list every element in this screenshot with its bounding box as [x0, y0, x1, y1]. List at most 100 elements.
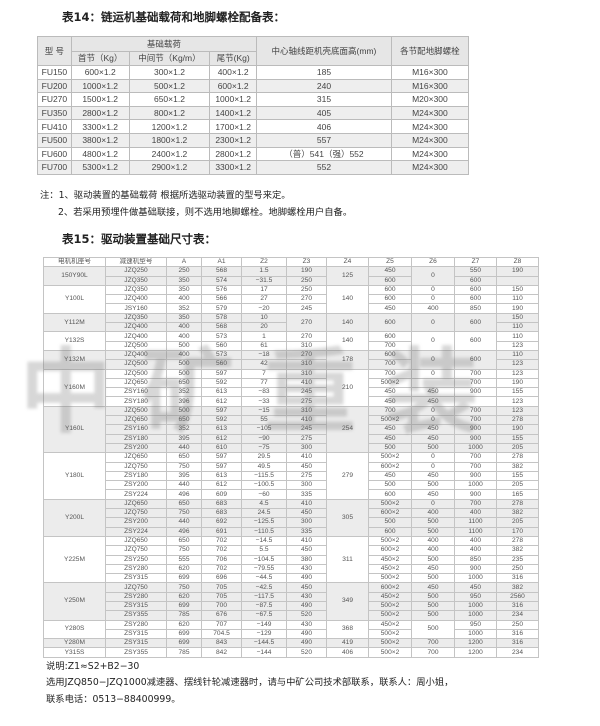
table-cell: 270: [286, 294, 327, 305]
table-cell: Y160L: [43, 405, 106, 454]
table-cell: 555: [166, 554, 202, 565]
table-cell: ZSY200: [105, 517, 167, 528]
table-cell: 155: [496, 433, 539, 444]
table-cell: 2300×1.2: [209, 132, 258, 148]
table-cell: ZSY224: [105, 489, 167, 500]
table-cell: 0: [411, 266, 455, 286]
table-row: FU410 3300×1.2 1200×1.2 1700×1.2 406 M24×300: [37, 119, 470, 134]
table-cell: 1200: [454, 638, 497, 649]
table-cell: 699: [166, 638, 202, 649]
table-cell: Y132S: [43, 331, 106, 351]
table-cell: 3300×1.2: [70, 119, 130, 134]
table-cell: ZSY280: [105, 619, 167, 630]
table-cell: 410: [286, 415, 327, 426]
table-cell: 430: [286, 563, 327, 575]
table-cell: 270: [286, 312, 327, 333]
table-cell: 699: [166, 628, 202, 640]
table-cell: 500: [166, 405, 202, 417]
table15: 电机机座号 减速机型号 A A1 Z2 Z3 Z4 Z5 Z6 Z7 Z8 150Y90L JZQ250…: [43, 256, 539, 658]
table-cell: 335: [286, 526, 327, 537]
table-cell: −20: [241, 303, 287, 314]
table-row: ZSY180 395 612 −90 275 450 450 900 155: [44, 433, 539, 444]
table-cell: 17: [241, 284, 287, 296]
table-cell: 785: [166, 610, 202, 621]
header-row: 电机机座号 减速机型号 A A1 Z2 Z3 Z4 Z5 Z6 Z7 Z8: [43, 256, 539, 268]
column-header: Z6: [411, 256, 455, 268]
table-row: ZSY160 352 613 −83 245 450 450 900 155: [44, 387, 539, 398]
table-cell: Y132M: [43, 349, 106, 370]
table-cell: 560: [201, 340, 242, 351]
header-model: 型 号: [37, 36, 72, 66]
table-cell: 3300×1.2: [209, 160, 258, 175]
table-cell: 400: [454, 507, 497, 519]
table-cell: 900: [454, 387, 497, 398]
table-cell: 1200×1.2: [128, 119, 211, 134]
table-cell: 692: [201, 517, 242, 528]
table-row: ZSY180 396 612 −33 275 450 450 123: [44, 396, 539, 407]
table-cell: 691: [201, 526, 242, 537]
table-cell: 300: [286, 442, 327, 454]
table-cell: 579: [201, 303, 242, 314]
table-cell: 400: [166, 294, 202, 305]
table-cell: 3800×1.2: [70, 132, 130, 148]
table-cell: 600: [368, 526, 412, 537]
table-cell: 352: [166, 424, 202, 435]
table-cell: 240: [256, 78, 392, 94]
table-cell: 500: [166, 359, 202, 370]
table-cell: Y160M: [43, 368, 106, 407]
table-cell: 500×1.2: [128, 78, 211, 94]
table-row: Y132M JZQ400 400 573 −18 270 178 600 0 600 110: [43, 349, 539, 370]
table-cell: M24×300: [390, 132, 470, 148]
header-load: 基础载荷: [70, 36, 258, 52]
table-cell: 702: [201, 535, 242, 547]
table-cell: −144: [241, 647, 287, 658]
table-cell: 410: [286, 377, 327, 389]
table-cell: 520: [286, 647, 327, 658]
table-cell: 210: [326, 368, 369, 407]
table-cell: 1800×1.2: [128, 132, 211, 148]
table-cell: JZQ650: [105, 452, 167, 463]
table-row: ZSY315 699 704.5 −129 490 500×2 1000 316: [44, 628, 539, 640]
table-cell: 234: [496, 610, 539, 621]
table-cell: 110: [496, 294, 539, 305]
table-cell: 77: [241, 377, 287, 389]
table-cell: 450: [411, 563, 455, 575]
table-cell: 205: [496, 517, 539, 528]
table-cell: 705: [201, 582, 242, 593]
table-cell: 275: [286, 433, 327, 444]
table-cell: 699: [166, 573, 202, 584]
table-cell: Y225M: [43, 535, 106, 584]
table-cell: JZQ750: [105, 545, 167, 556]
table-cell: −79.55: [241, 563, 287, 575]
table-cell: 750: [166, 545, 202, 556]
table-cell: Y180L: [43, 452, 106, 500]
table-cell: 612: [201, 433, 242, 444]
table-cell: 500: [166, 340, 202, 351]
table-cell: Y280S: [43, 619, 106, 640]
table-cell: 350: [166, 284, 202, 296]
table-cell: 600: [368, 275, 412, 286]
header-mid: 中间节（Kg/m）: [128, 50, 211, 66]
table-cell: 400: [411, 535, 455, 547]
table-cell: 500: [411, 526, 455, 537]
table-cell: 750: [166, 507, 202, 519]
table-cell: 900: [454, 489, 497, 500]
table-cell: 700: [454, 368, 497, 379]
table-cell: 400: [454, 545, 497, 556]
table-cell: 600: [454, 331, 497, 351]
table-cell: −129: [241, 628, 287, 640]
table-row: Y160M JZQ500 500 597 7 310 210 700 0 700 123: [43, 368, 539, 407]
table-cell: 600×1.2: [209, 78, 258, 94]
table-row: ZSY224 496 691 −110.5 335 600 500 1100 170: [44, 526, 539, 537]
table-cell: 315: [256, 92, 392, 107]
table-cell: 490: [286, 600, 327, 612]
table-cell: 430: [286, 591, 327, 603]
table-cell: 310: [286, 359, 327, 370]
table-cell: 620: [166, 563, 202, 575]
table-cell: 609: [201, 489, 242, 500]
table-cell: 576: [201, 284, 242, 296]
table-cell: 500: [411, 573, 455, 584]
table-cell: 440: [166, 442, 202, 454]
table-row: Y100L JZQ350 350 576 17 250 140 600 0 600 150: [43, 284, 539, 314]
table-row: Y160L JZQ500 500 597 −15 310 254 700 0 700 123: [43, 405, 539, 454]
